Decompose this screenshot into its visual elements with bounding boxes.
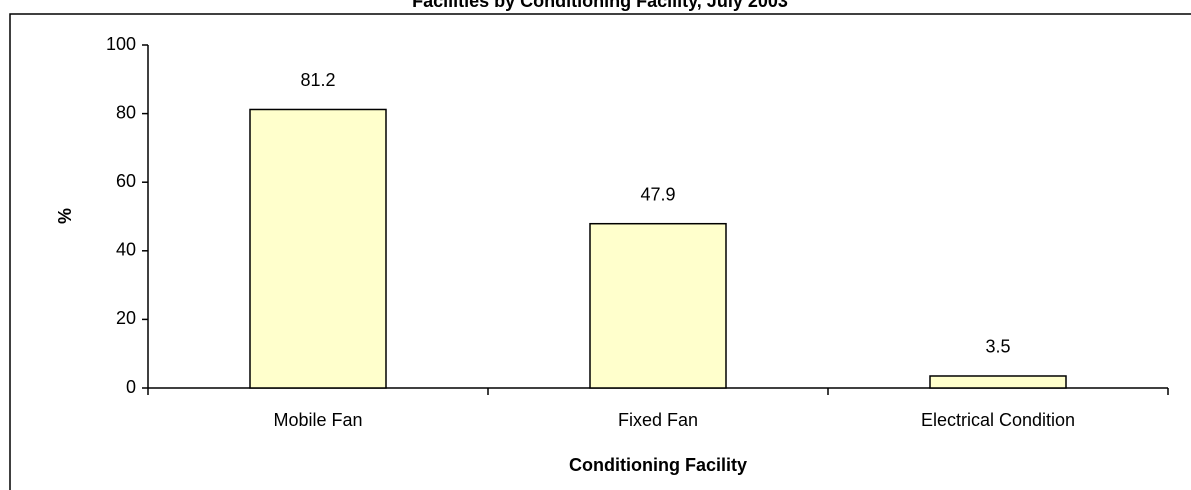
y-tick-label: 20 — [116, 308, 136, 328]
data-label: 81.2 — [300, 70, 335, 90]
x-axis-label: Conditioning Facility — [569, 455, 747, 475]
y-tick-label: 0 — [126, 377, 136, 397]
y-tick-label: 60 — [116, 171, 136, 191]
data-label: 47.9 — [640, 184, 675, 204]
x-tick-label: Electrical Condition — [921, 410, 1075, 430]
y-tick-label: 100 — [106, 34, 136, 54]
x-tick-label: Mobile Fan — [273, 410, 362, 430]
bar — [929, 375, 1067, 389]
chart-title: Facilities by Conditioning Facility, Jul… — [412, 0, 788, 11]
y-axis-label: % — [55, 208, 75, 224]
y-tick-label: 80 — [116, 102, 136, 122]
data-label: 3.5 — [985, 337, 1010, 357]
chart-frame — [9, 13, 1191, 490]
y-tick-label: 40 — [116, 240, 136, 260]
x-tick-label: Fixed Fan — [618, 410, 698, 430]
bar — [589, 222, 727, 389]
bar — [249, 108, 387, 389]
